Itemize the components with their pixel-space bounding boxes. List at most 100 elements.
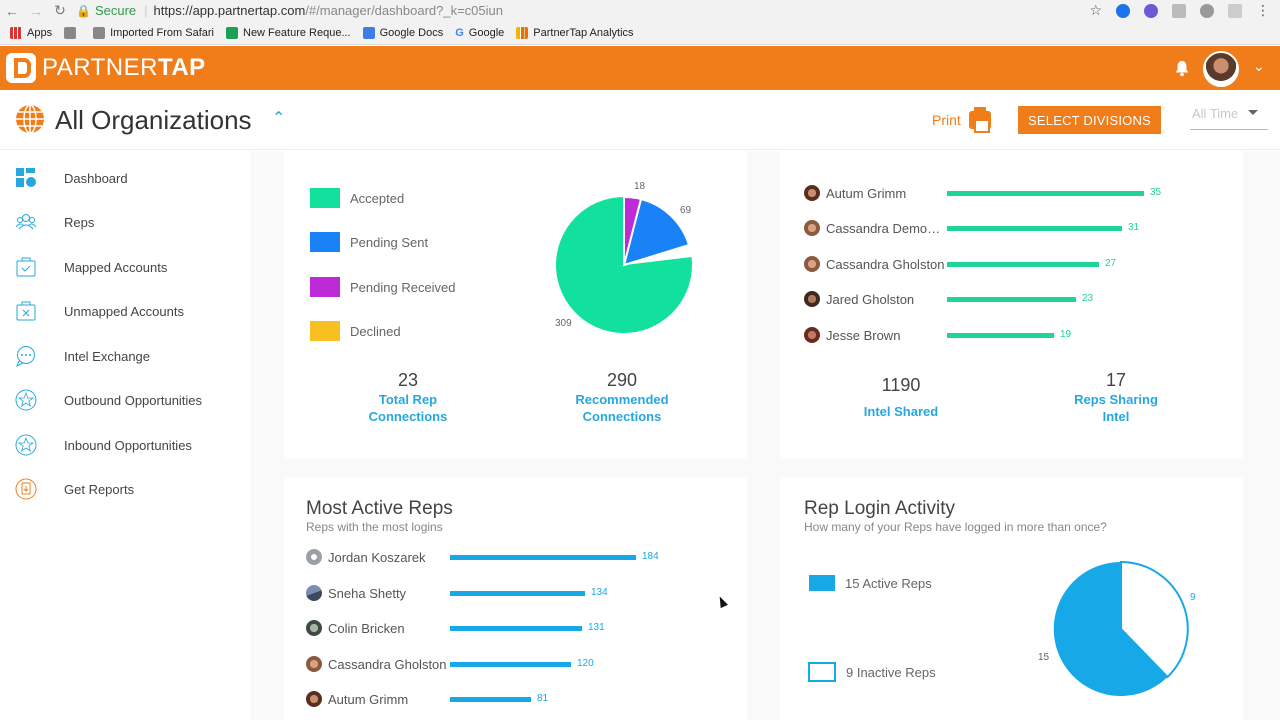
bar-cassandra-demo: [947, 226, 1122, 231]
extension-icon[interactable]: [1172, 3, 1186, 18]
bar-value: 184: [642, 551, 659, 562]
stat-recommended-connections: 290: [606, 370, 638, 390]
connections-pie-chart: [555, 195, 692, 333]
sidebar-item-reps[interactable]: Reps: [0, 202, 250, 242]
pie-label-pending-received: 18: [634, 181, 646, 192]
pie-slice-active: [1053, 561, 1168, 696]
bar-jesse-brown: [947, 333, 1054, 338]
extension-icon[interactable]: [1228, 3, 1242, 18]
list-item[interactable]: Cassandra Gholston: [306, 654, 447, 674]
download-report-icon: [15, 478, 37, 500]
bar-jordan-koszarek: [450, 555, 636, 560]
bookmark-feature-request[interactable]: New Feature Reque...: [226, 26, 351, 39]
legend-swatch: [310, 277, 340, 297]
sidebar-item-outbound-opportunities[interactable]: Outbound Opportunities: [0, 380, 250, 420]
bar-autum-grimm: [450, 697, 531, 702]
sidebar-item-dashboard[interactable]: Dashboard: [0, 158, 250, 198]
bookmark-imported[interactable]: Imported From Safari: [93, 26, 214, 39]
list-item[interactable]: Sneha Shetty: [306, 583, 406, 603]
caret-down-icon: [1248, 110, 1258, 115]
apps-grid-icon: [10, 26, 22, 39]
extension-icon[interactable]: [1116, 3, 1130, 18]
legend-pending-sent: Pending Sent: [310, 232, 428, 252]
bar-jared-gholston: [947, 297, 1076, 302]
sidebar-item-inbound-opportunities[interactable]: Inbound Opportunities: [0, 425, 250, 465]
bar-value: 27: [1105, 258, 1117, 269]
bookmark-analytics[interactable]: PartnerTap Analytics: [516, 26, 634, 39]
back-icon[interactable]: ←: [5, 2, 19, 19]
bar-colin-bricken: [450, 626, 582, 631]
legend-inactive-reps: 9 Inactive Reps: [808, 662, 936, 682]
pie-label-active: 15: [1038, 652, 1050, 663]
most-active-reps-card: Most Active Reps Reps with the most logi…: [284, 477, 747, 720]
menu-icon[interactable]: ⋮: [1256, 2, 1270, 18]
extension-icon[interactable]: [1144, 3, 1158, 18]
intel-card: Autum Grimm 35 Cassandra Demo… 31 Cassan…: [780, 151, 1243, 459]
folder-icon: [93, 26, 106, 39]
bar-autum-grimm: [947, 191, 1144, 196]
chevron-down-icon[interactable]: ⌄: [1253, 58, 1265, 74]
list-item[interactable]: Jesse Brown: [804, 325, 900, 345]
bookmark-folder[interactable]: [64, 26, 81, 39]
bar-value: 120: [577, 658, 594, 669]
avatar: [804, 185, 820, 201]
forward-icon[interactable]: →: [29, 2, 43, 19]
avatar: [804, 291, 820, 307]
select-divisions-button[interactable]: SELECT DIVISIONS: [1018, 106, 1161, 134]
bar-sneha-shetty: [450, 591, 585, 596]
secure-label: Secure: [94, 3, 137, 18]
list-item[interactable]: Colin Bricken: [306, 618, 405, 638]
analytics-icon: [516, 26, 529, 39]
bookmark-apps[interactable]: Apps: [10, 26, 52, 39]
google-icon: G: [455, 26, 464, 39]
address-bar[interactable]: 🔒 Secure | https://app.partnertap.com/#/…: [76, 3, 503, 18]
partnertap-logo[interactable]: PARTNERTAP: [6, 53, 206, 83]
extension-icon[interactable]: [1200, 3, 1214, 18]
printer-icon: [968, 107, 991, 133]
legend-active-reps: 15 Active Reps: [809, 575, 932, 591]
user-avatar[interactable]: [1203, 51, 1239, 87]
stat-label: Reps Sharing Intel: [1074, 392, 1158, 424]
sidebar-item-get-reports[interactable]: Get Reports: [0, 469, 250, 509]
sheets-icon: [226, 26, 238, 39]
list-item[interactable]: Jared Gholston: [804, 289, 914, 309]
chat-bubble-icon: [16, 346, 35, 367]
pie-label-pending-sent: 69: [680, 205, 692, 216]
app-header: PARTNERTAP: [0, 46, 1280, 90]
bookmark-google[interactable]: G Google: [455, 26, 505, 39]
stat-label: Total Rep Connections: [368, 392, 448, 424]
star-icon[interactable]: ☆: [1089, 2, 1102, 18]
legend-pending-received: Pending Received: [310, 277, 456, 297]
folder-icon: [64, 26, 77, 39]
bookmark-google-docs[interactable]: Google Docs: [362, 26, 443, 39]
bar-value: 131: [588, 622, 605, 633]
reload-icon[interactable]: ↻: [54, 2, 66, 18]
bar-value: 19: [1060, 329, 1072, 340]
list-item[interactable]: Jordan Koszarek: [306, 547, 426, 567]
bar-cassandra-gholston: [947, 262, 1099, 267]
bar-cassandra-gholston: [450, 662, 571, 667]
list-item[interactable]: Autum Grimm: [306, 689, 408, 709]
logo-mark-icon: [6, 53, 36, 83]
avatar: [804, 256, 820, 272]
chevron-up-icon[interactable]: ⌃: [272, 110, 286, 127]
star-circle-icon: [15, 434, 37, 456]
list-item[interactable]: Cassandra Gholston: [804, 254, 945, 274]
print-button[interactable]: Print: [932, 107, 991, 133]
avatar: [306, 585, 322, 601]
avatar: [306, 620, 322, 636]
page-title: All Organizations: [55, 105, 252, 135]
avatar: [306, 691, 322, 707]
list-item[interactable]: Autum Grimm: [804, 183, 906, 203]
pie-label-inactive: 9: [1190, 592, 1196, 603]
sidebar-item-mapped-accounts[interactable]: Mapped Accounts: [0, 247, 250, 287]
pie-slice-pending-received: [623, 195, 643, 266]
list-item[interactable]: Cassandra Demo…: [804, 218, 940, 238]
pie-slice-pending-sent: [622, 197, 691, 267]
sidebar-item-unmapped-accounts[interactable]: Unmapped Accounts: [0, 291, 250, 331]
bar-value: 35: [1150, 187, 1162, 198]
time-filter-select[interactable]: All Time: [1190, 104, 1268, 130]
sidebar-item-intel-exchange[interactable]: Intel Exchange: [0, 336, 250, 376]
bell-icon[interactable]: [1173, 59, 1191, 77]
legend-swatch: [310, 232, 340, 252]
